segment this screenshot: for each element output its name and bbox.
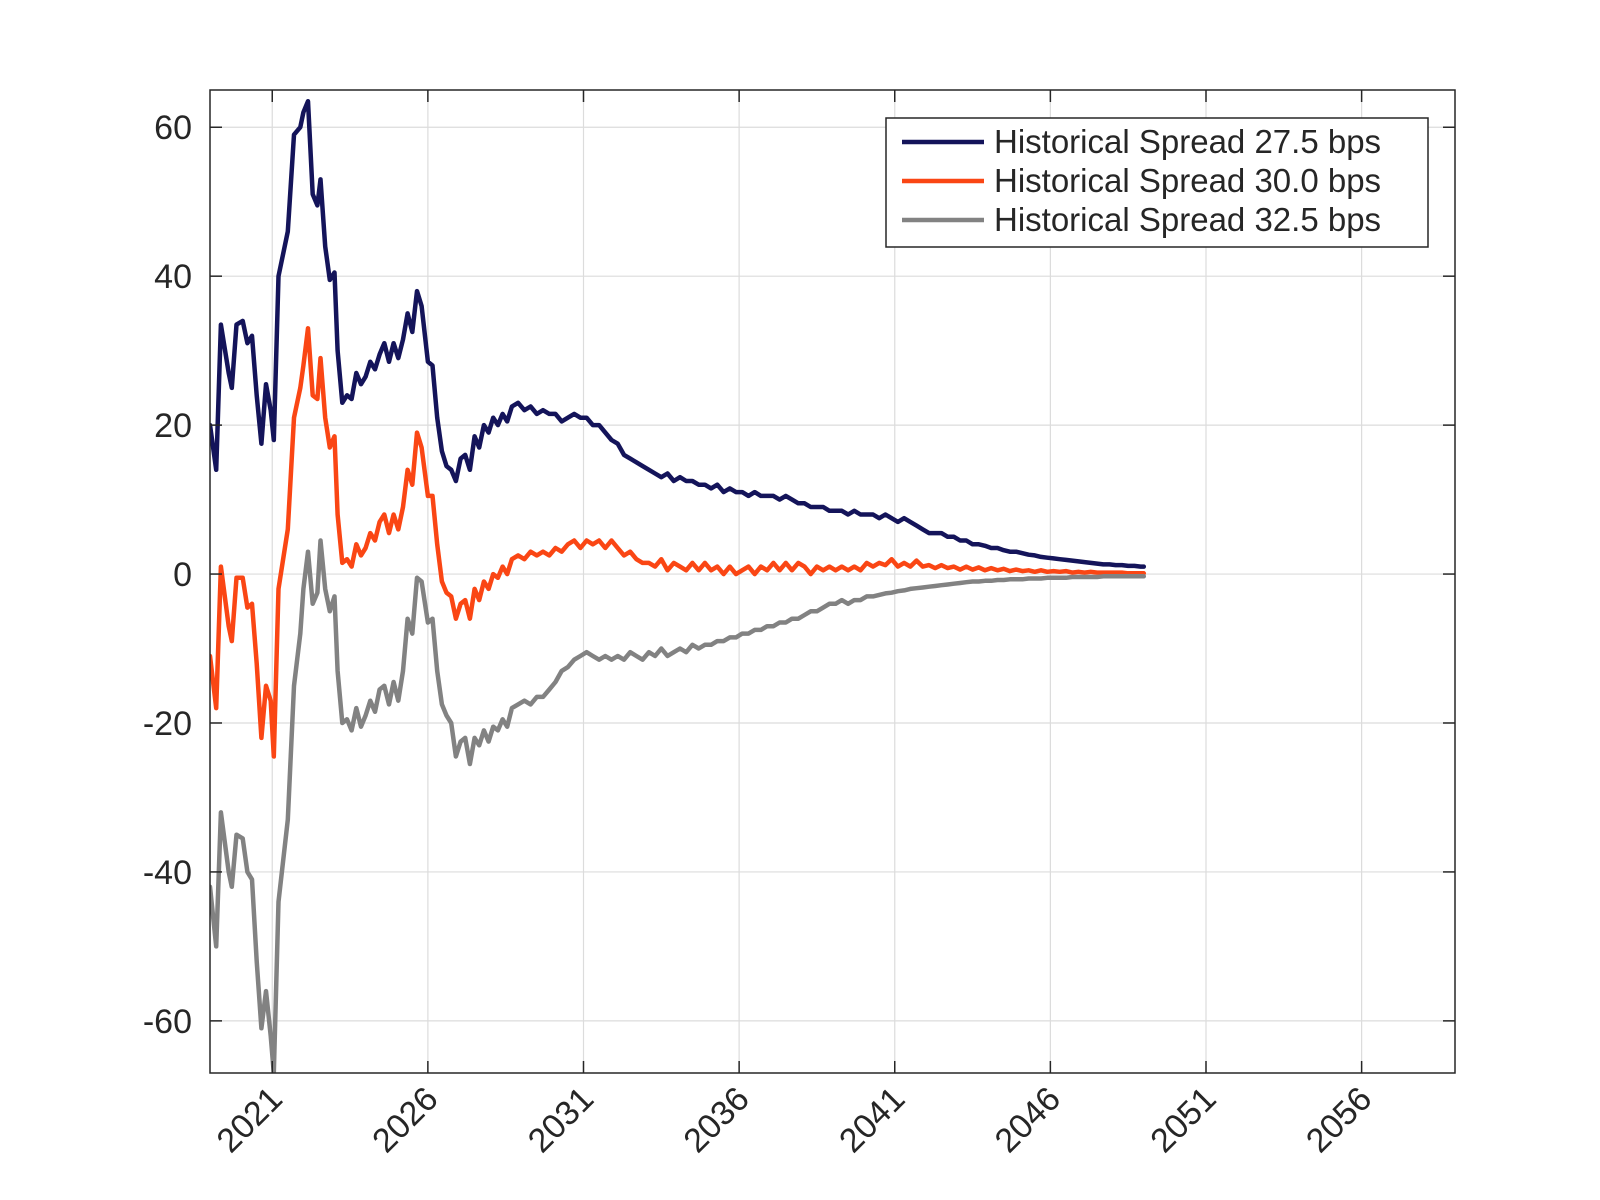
legend-label: Historical Spread 27.5 bps [994, 123, 1381, 160]
y-tick-label: 0 [173, 556, 192, 594]
legend-label: Historical Spread 32.5 bps [994, 201, 1381, 238]
grid [210, 90, 1455, 1073]
y-tick-label: 60 [154, 109, 192, 147]
series-line-3 [210, 538, 1147, 1073]
y-tick-label: -60 [143, 1003, 192, 1041]
series-lines [210, 98, 1147, 1073]
y-tick-label: 40 [154, 258, 192, 296]
series-line-1 [210, 98, 1147, 569]
y-tick-label: -40 [143, 854, 192, 892]
y-tick-label: -20 [143, 705, 192, 743]
plot-frame [209, 89, 1456, 1074]
series-line-2 [210, 326, 1147, 759]
legend-label: Historical Spread 30.0 bps [994, 162, 1381, 199]
y-tick-label: 20 [154, 407, 192, 445]
